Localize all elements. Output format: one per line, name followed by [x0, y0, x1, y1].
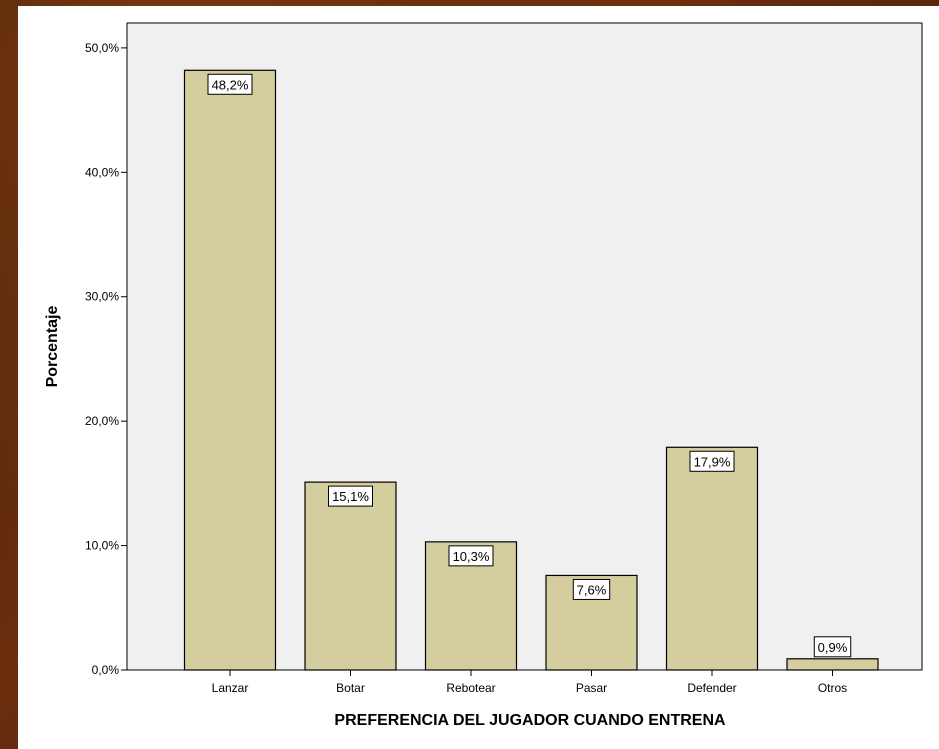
bar-otros [786, 658, 879, 671]
bars-group: 48,2% 15,1% 10,3% 7,6% 17,9% 0,9% [183, 69, 879, 671]
data-label-box [328, 485, 373, 507]
bar-lanzar [183, 69, 277, 671]
y-axis-title: Porcentaje [44, 305, 61, 387]
y-tick-label: 0,0% [92, 663, 120, 677]
y-tick-label: 50,0% [85, 41, 119, 55]
data-label: 0,9% [818, 640, 848, 655]
data-label: 7,6% [577, 582, 607, 597]
data-label: 48,2% [212, 77, 249, 92]
x-tick-label: Lanzar [212, 681, 249, 695]
x-axis: Lanzar Botar Rebotear Pasar Defender Otros [212, 670, 847, 695]
x-tick-label: Otros [818, 681, 847, 695]
data-label-box [207, 73, 253, 95]
x-tick-label: Defender [687, 681, 736, 695]
data-label: 17,9% [694, 454, 731, 469]
x-axis-title: PREFERENCIA DEL JUGADOR CUANDO ENTRENA [334, 712, 726, 729]
bar-botar [304, 481, 397, 671]
bar-chart: 0,0% 10,0% 20,0% 30,0% 40,0% 50,0% 48,2% 15,1%… [44, 22, 923, 729]
data-label: 15,1% [332, 489, 369, 504]
bar-defender [665, 446, 759, 671]
bar-pasar [545, 574, 638, 671]
data-label: 10,3% [453, 549, 490, 564]
x-tick-label: Pasar [576, 681, 607, 695]
data-label-box [689, 450, 735, 472]
chart-panel: 0,0% 10,0% 20,0% 30,0% 40,0% 50,0% 48,2% 15,1%… [18, 6, 939, 749]
y-axis: 0,0% 10,0% 20,0% 30,0% 40,0% 50,0% [85, 41, 127, 677]
y-tick-label: 40,0% [85, 165, 119, 179]
data-label-box [448, 545, 494, 567]
data-label-box [813, 636, 852, 658]
x-tick-label: Botar [336, 681, 365, 695]
y-tick-label: 20,0% [85, 414, 119, 428]
y-tick-label: 30,0% [85, 290, 119, 304]
y-tick-label: 10,0% [85, 539, 119, 553]
data-label-box [572, 578, 611, 600]
x-tick-label: Rebotear [446, 681, 495, 695]
